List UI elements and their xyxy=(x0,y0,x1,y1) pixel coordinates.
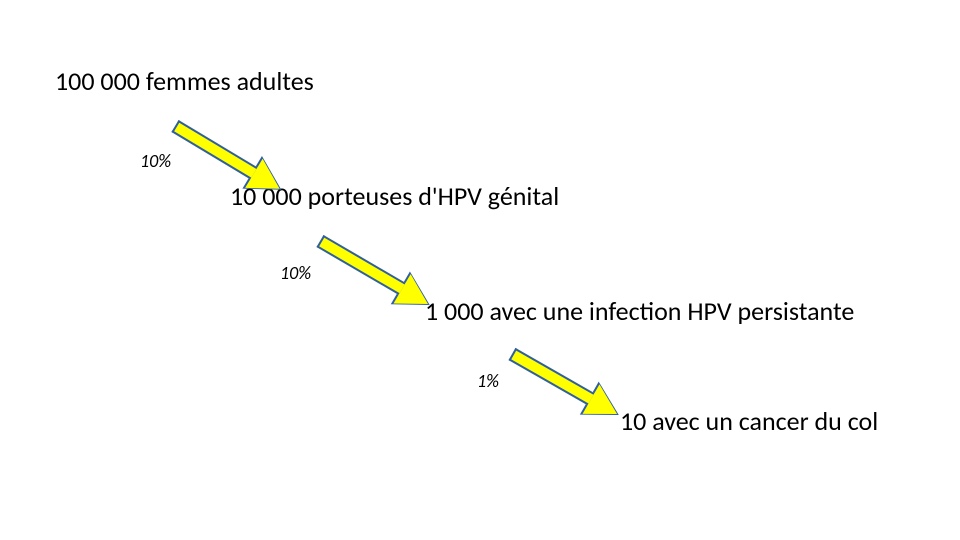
arrow-2 xyxy=(310,225,437,321)
level4-label: 10 avec un cancer du col xyxy=(620,405,878,437)
arrow-shape xyxy=(310,225,437,321)
arrow-shaft xyxy=(171,120,257,180)
arrow-1 xyxy=(165,110,290,206)
percent-label-1: 10% xyxy=(140,150,171,172)
arrow-shaft xyxy=(509,348,595,405)
percent-label-2: 10% xyxy=(280,262,311,284)
level1-label: 100 000 femmes adultes xyxy=(55,65,314,97)
arrow-shaft xyxy=(316,235,405,295)
level3-label: 1 000 avec une infection HPV persistante xyxy=(425,295,854,327)
arrow-3 xyxy=(503,338,627,431)
arrow-shape xyxy=(165,110,290,206)
diagram-stage: 100 000 femmes adultes 10 000 porteuses … xyxy=(0,0,960,540)
arrow-shape xyxy=(503,338,627,431)
percent-label-3: 1% xyxy=(477,370,499,392)
